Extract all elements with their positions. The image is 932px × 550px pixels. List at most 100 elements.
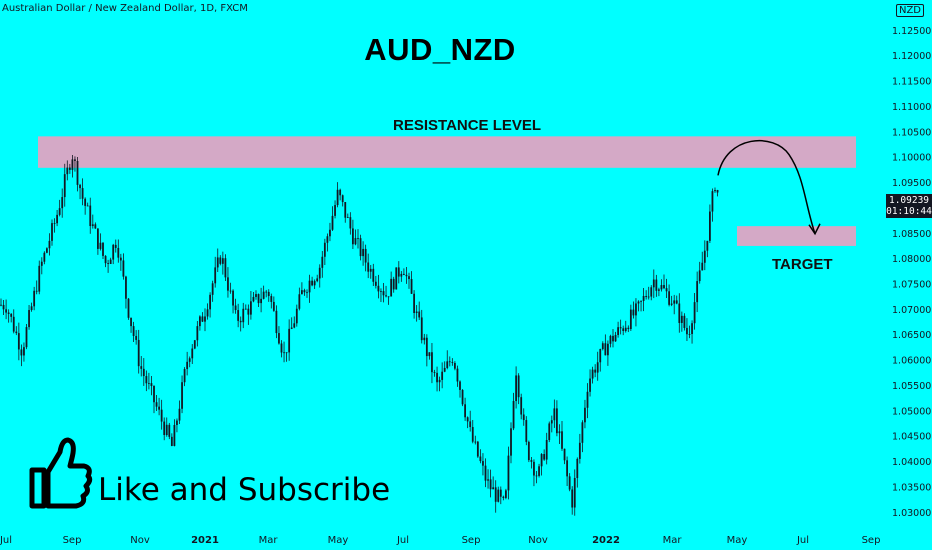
candle-body	[369, 268, 372, 272]
candle-body	[550, 420, 553, 424]
candle-body	[650, 287, 653, 297]
candle-body	[624, 327, 627, 331]
candle-body	[15, 331, 18, 334]
candle-body	[260, 298, 262, 304]
candle-body	[142, 368, 145, 377]
candle-body	[484, 465, 487, 481]
candle-body	[112, 244, 115, 260]
time-tick[interactable]: May	[328, 535, 349, 546]
candle-body	[464, 404, 466, 418]
price-tick[interactable]: 1.10000	[892, 153, 931, 164]
candle-body	[425, 337, 428, 357]
price-tick[interactable]: 1.03000	[892, 508, 931, 519]
price-tick[interactable]: 1.11500	[892, 77, 931, 88]
candle-body	[655, 279, 658, 291]
candle-body	[321, 256, 324, 268]
candle-body	[303, 290, 306, 293]
price-tick[interactable]: 1.11000	[892, 102, 931, 113]
candle-body	[323, 242, 326, 257]
time-tick[interactable]: Nov	[528, 535, 548, 546]
candle-body	[199, 316, 201, 327]
candle-body	[79, 184, 81, 189]
candle-body	[573, 478, 576, 508]
candle-body	[278, 333, 280, 344]
price-tick[interactable]: 1.06000	[892, 356, 931, 367]
candle-body	[270, 296, 273, 302]
like-subscribe-text[interactable]: Like and Subscribe	[98, 472, 391, 508]
time-tick[interactable]: 2021	[191, 535, 219, 546]
candle-body	[160, 409, 163, 422]
time-tick[interactable]: Nov	[130, 535, 150, 546]
price-tick[interactable]: 1.08500	[892, 229, 931, 240]
price-tick[interactable]: 1.09500	[892, 178, 931, 189]
time-tick[interactable]: Mar	[663, 535, 683, 546]
candle-body	[285, 352, 288, 354]
candle-body	[591, 369, 594, 379]
candle-body	[451, 362, 454, 363]
candle-body	[257, 294, 260, 304]
price-tick[interactable]: 1.07500	[892, 279, 931, 290]
currency-badge[interactable]: NZD	[895, 4, 924, 17]
candle-body	[76, 161, 79, 185]
candle-body	[520, 397, 523, 415]
time-tick[interactable]: Jul	[0, 535, 12, 546]
price-tick[interactable]: 1.08000	[892, 254, 931, 265]
candle-body	[392, 278, 395, 290]
candle-body	[28, 310, 30, 328]
price-tick[interactable]: 1.07000	[892, 305, 931, 316]
candle-body	[102, 242, 104, 256]
price-tick[interactable]: 1.06500	[892, 330, 931, 341]
time-tick[interactable]: Sep	[862, 535, 881, 546]
last-price-value: 1.09239	[888, 195, 930, 206]
candle-body	[265, 291, 268, 293]
time-tick[interactable]: Sep	[63, 535, 82, 546]
time-tick[interactable]: 2022	[592, 535, 620, 546]
candle-body	[686, 327, 688, 335]
candle-body	[701, 262, 704, 271]
candle-body	[346, 217, 349, 218]
time-tick[interactable]: Mar	[259, 535, 279, 546]
candle-body	[25, 327, 28, 348]
price-tick[interactable]: 1.05000	[892, 406, 931, 417]
price-tick[interactable]: 1.04000	[892, 457, 931, 468]
candle-body	[56, 214, 58, 224]
price-tick[interactable]: 1.12000	[892, 51, 931, 62]
price-tick[interactable]: 1.05500	[892, 381, 931, 392]
candle-body	[466, 417, 469, 422]
time-axis[interactable]: Jul Sep Nov 2021 Mar May Jul Sep Nov 2022 Mar May Ju…	[0, 535, 880, 546]
time-tick[interactable]: Jul	[396, 535, 409, 546]
candle-body	[543, 454, 546, 460]
candle-body	[418, 311, 421, 318]
price-tick[interactable]: 1.04500	[892, 432, 931, 443]
candle-body	[43, 252, 46, 262]
price-tick[interactable]: 1.03500	[892, 482, 931, 493]
candle-body	[461, 389, 464, 405]
candle-body	[318, 267, 321, 279]
time-tick[interactable]: May	[727, 535, 748, 546]
price-axis[interactable]: 1.12500 1.12000 1.11500 1.11000 1.10500 1.100…	[892, 26, 931, 519]
candle-body	[474, 441, 477, 443]
candle-body	[104, 255, 107, 264]
candle-body	[525, 420, 528, 442]
candle-body	[74, 159, 76, 162]
candle-body	[568, 476, 571, 490]
candle-body	[23, 347, 25, 356]
candle-body	[250, 301, 252, 315]
price-tick[interactable]: 1.10500	[892, 127, 931, 138]
thumbs-up-icon[interactable]	[26, 434, 94, 517]
price-tick[interactable]: 1.12500	[892, 26, 931, 37]
candle-body	[234, 305, 237, 311]
candle-body	[423, 337, 426, 341]
candle-body	[571, 489, 574, 508]
candle-body	[155, 402, 158, 407]
candle-body	[51, 223, 53, 241]
candle-body	[140, 366, 143, 369]
time-tick[interactable]: Sep	[462, 535, 481, 546]
candle-body	[581, 422, 584, 443]
candle-body	[173, 424, 176, 446]
candle-body	[316, 278, 319, 282]
time-tick[interactable]: Jul	[796, 535, 809, 546]
candle-body	[502, 496, 505, 498]
candle-body	[201, 316, 204, 322]
